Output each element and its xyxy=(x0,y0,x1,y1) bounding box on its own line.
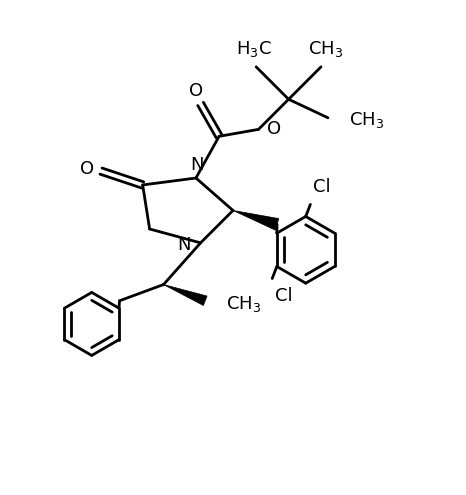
Text: CH$_3$: CH$_3$ xyxy=(226,295,261,314)
Polygon shape xyxy=(164,285,207,305)
Text: CH$_3$: CH$_3$ xyxy=(349,110,384,130)
Text: N: N xyxy=(177,236,191,254)
Polygon shape xyxy=(233,210,279,230)
Text: O: O xyxy=(80,160,94,178)
Text: O: O xyxy=(189,82,203,100)
Text: O: O xyxy=(267,120,281,139)
Text: Cl: Cl xyxy=(313,178,330,196)
Text: N: N xyxy=(190,156,204,174)
Text: Cl: Cl xyxy=(274,287,292,305)
Text: CH$_3$: CH$_3$ xyxy=(308,39,343,58)
Text: H$_3$C: H$_3$C xyxy=(236,39,272,58)
